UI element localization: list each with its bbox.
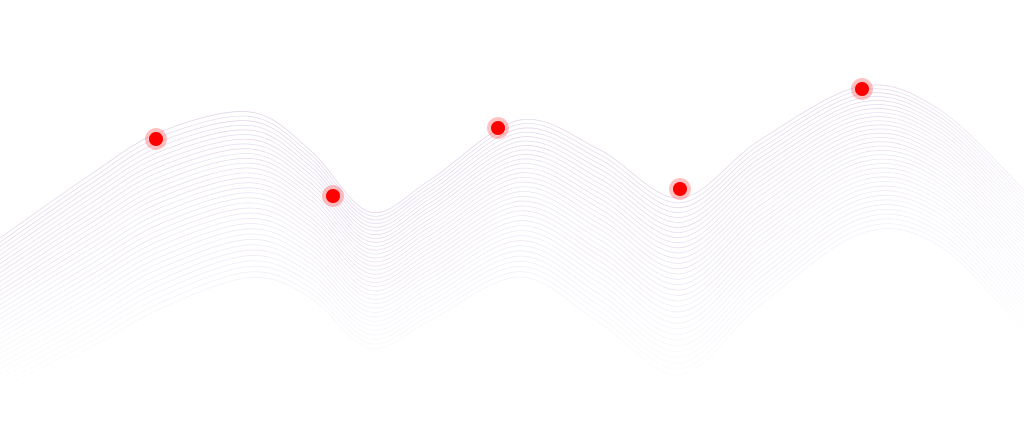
milestone-marker-2[interactable]: [322, 185, 344, 207]
milestone-marker-5[interactable]: [851, 78, 873, 100]
wave-line: [0, 108, 1024, 265]
wave-line: [0, 208, 1024, 375]
wave-line: [0, 163, 1024, 325]
wave-line: [0, 199, 1024, 364]
wave-line: [0, 145, 1024, 306]
wave-line: [0, 112, 1024, 269]
red-dot-icon: [673, 182, 687, 196]
wave-line: [0, 128, 1024, 287]
red-dot-icon: [491, 121, 505, 135]
wave-line: [0, 213, 1024, 380]
wave-line: [0, 185, 1024, 349]
wave-line: [0, 100, 1024, 256]
wave-line: [0, 176, 1024, 339]
wave-line: [0, 120, 1024, 278]
wave-line: [0, 92, 1024, 247]
wave-line: [0, 132, 1024, 292]
wave-line: [0, 190, 1024, 354]
wave-line: [0, 137, 1024, 296]
wave-line: [0, 149, 1024, 310]
wave-line: [0, 204, 1024, 369]
wave-line: [0, 172, 1024, 334]
wave-line: [0, 194, 1024, 359]
red-dot-icon: [326, 189, 340, 203]
wave-line: [0, 96, 1024, 252]
wave-lines-group: [0, 84, 1024, 395]
red-dot-icon: [149, 132, 163, 146]
wave-line: [0, 154, 1024, 315]
wave-line: [0, 104, 1024, 260]
red-dot-icon: [855, 82, 869, 96]
wave-line: [0, 124, 1024, 282]
wave-line: [0, 116, 1024, 273]
wave-line: [0, 141, 1024, 301]
wave-line: [0, 228, 1024, 395]
wave-line: [0, 158, 1024, 320]
wave-line: [0, 181, 1024, 344]
wave-line: [0, 167, 1024, 329]
milestone-marker-3[interactable]: [487, 117, 509, 139]
milestone-marker-1[interactable]: [145, 128, 167, 150]
milestone-marker-4[interactable]: [669, 178, 691, 200]
